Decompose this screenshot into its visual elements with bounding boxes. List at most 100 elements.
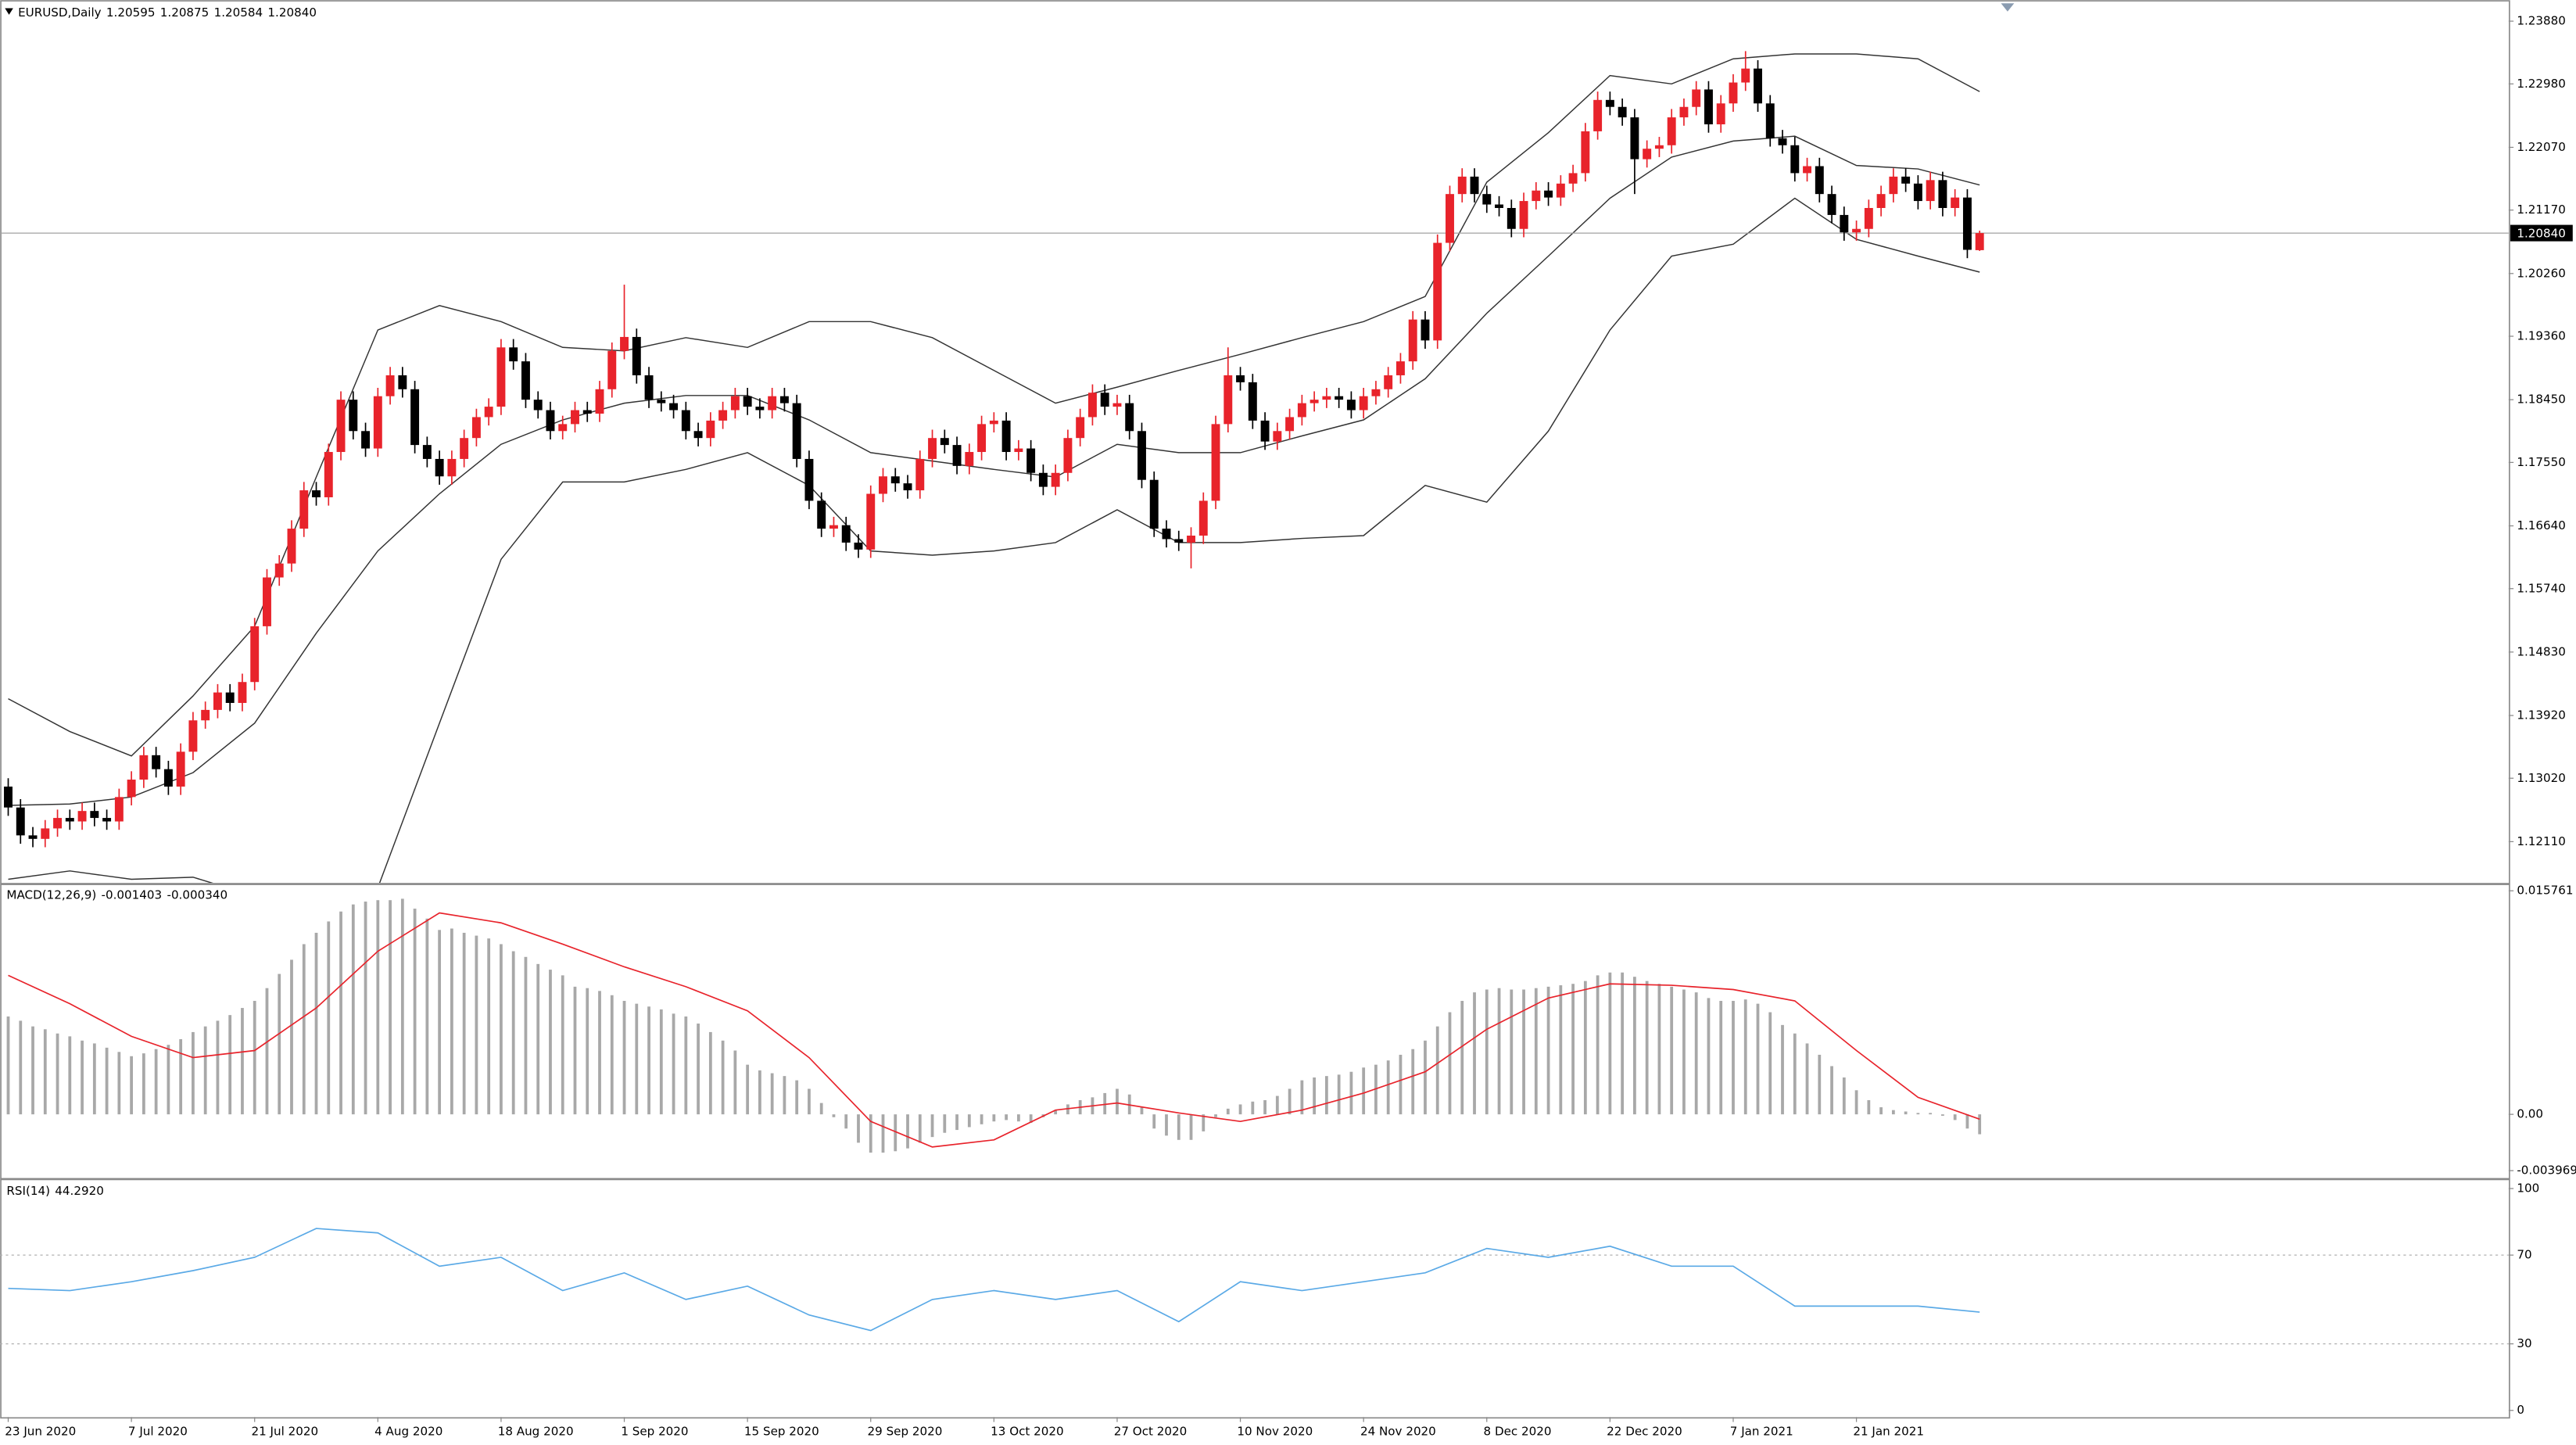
macd-bar <box>918 1114 922 1143</box>
candle-body <box>238 682 247 703</box>
macd-bar <box>1571 984 1575 1115</box>
macd-bar <box>1842 1077 1846 1115</box>
x-tick-label: 29 Sep 2020 <box>868 1425 943 1439</box>
price-plot <box>0 51 2509 883</box>
macd-bar <box>1238 1104 1242 1115</box>
macd-bar <box>1891 1110 1895 1115</box>
x-tick-label: 21 Jan 2021 <box>1853 1425 1924 1439</box>
macd-bar <box>1707 998 1711 1115</box>
candle-body <box>509 347 518 362</box>
macd-bar <box>783 1076 786 1115</box>
header-value: 1.20840 <box>267 5 317 19</box>
macd-bar <box>1793 1033 1797 1115</box>
macd-bar <box>81 1040 84 1115</box>
candle-body <box>730 396 740 411</box>
macd-bar <box>586 988 589 1115</box>
y-tick-label: 1.20260 <box>2517 266 2566 280</box>
candle-body <box>1371 389 1381 396</box>
x-tick-label: 24 Nov 2020 <box>1360 1425 1436 1439</box>
macd-bar <box>425 918 429 1115</box>
candle-body <box>336 400 346 453</box>
shift-marker[interactable] <box>2001 3 2015 12</box>
pane-title: MACD(12,26,9) <box>6 887 96 902</box>
macd-bar <box>364 902 367 1115</box>
macd-bar <box>389 900 392 1115</box>
current-price-label: 1.20840 <box>2517 227 2566 241</box>
macd-bar <box>216 1020 220 1115</box>
header-value: 1.20595 <box>106 5 156 19</box>
macd-bar <box>869 1114 872 1153</box>
macd-bar <box>1534 988 1538 1115</box>
candle-body <box>1852 228 1861 233</box>
macd-bar <box>1879 1107 1883 1115</box>
rsi-plot <box>0 1228 2509 1345</box>
macd-bar <box>500 944 503 1115</box>
header-value: -0.001403 <box>102 887 163 902</box>
x-tick-label: 4 Aug 2020 <box>374 1425 442 1439</box>
candle-body <box>1962 197 1972 250</box>
candle-body <box>1754 68 1762 104</box>
macd-bar <box>19 1020 23 1115</box>
macd-bar <box>930 1114 934 1138</box>
macd-bar <box>265 988 269 1115</box>
candle-body <box>225 692 235 703</box>
candle-body <box>250 626 260 683</box>
macd-bar <box>130 1056 134 1115</box>
macd-bar <box>1202 1114 1206 1131</box>
macd-bar <box>536 963 540 1115</box>
macd-bar <box>1732 1001 1735 1115</box>
macd-bar <box>327 921 331 1115</box>
candle-body <box>1482 194 1492 205</box>
macd-bar <box>1929 1113 1933 1115</box>
candle-body <box>1149 479 1159 529</box>
candle-body <box>890 476 900 484</box>
candle-body <box>1864 207 1873 229</box>
pane-header: RSI(14) 44.2920 <box>6 1184 103 1198</box>
macd-bar <box>1953 1114 1957 1121</box>
candle-body <box>398 375 407 389</box>
candle-body <box>1297 403 1306 418</box>
candle-body <box>1605 99 1614 107</box>
macd-bar <box>1054 1110 1058 1115</box>
candle-body <box>989 420 998 425</box>
candle-body <box>1248 382 1257 421</box>
macd-bar <box>351 904 355 1115</box>
macd-bar <box>1324 1076 1328 1115</box>
candle-body <box>1495 204 1503 208</box>
candle-body <box>152 755 161 769</box>
candle-body <box>1901 176 1911 184</box>
candle-body <box>1470 176 1479 195</box>
menu-triangle[interactable] <box>5 8 13 15</box>
candle-body <box>1938 180 1947 208</box>
macd-bar <box>881 1114 885 1153</box>
macd-bar <box>1719 1001 1723 1115</box>
macd-bar <box>967 1114 971 1128</box>
candle-body <box>114 797 124 822</box>
candle-body <box>1187 536 1195 543</box>
macd-bar <box>1633 977 1636 1115</box>
macd-bar <box>770 1073 774 1115</box>
macd-bar <box>1596 975 1600 1115</box>
macd-bar <box>1152 1114 1156 1129</box>
candle-body <box>681 410 690 432</box>
macd-bar <box>684 1016 688 1115</box>
macd-bar <box>253 1001 256 1115</box>
candle-body <box>571 410 579 425</box>
candle-body <box>768 396 777 411</box>
candle-body <box>817 500 826 529</box>
candle-body <box>1433 242 1442 341</box>
candle-body <box>1654 145 1664 149</box>
candle-body <box>41 828 50 839</box>
macd-bar <box>1460 1001 1464 1115</box>
y-tick-label: 1.18450 <box>2517 393 2566 407</box>
candle-body <box>471 417 481 439</box>
candle-body <box>1174 539 1184 543</box>
candle-body <box>1395 361 1405 375</box>
macd-bar <box>1473 992 1476 1115</box>
candle-body <box>693 431 703 439</box>
macd-bar <box>475 935 478 1115</box>
y-tick-label: 30 <box>2517 1336 2531 1350</box>
candle-body <box>1741 68 1750 83</box>
candle-body <box>1827 194 1836 215</box>
macd-signal <box>8 912 1980 1148</box>
